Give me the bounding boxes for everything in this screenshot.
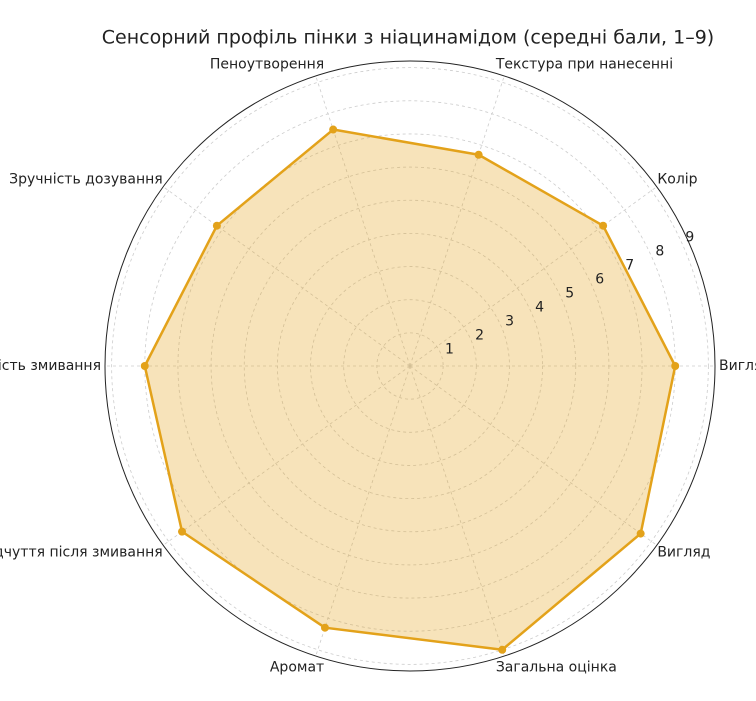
category-label: Легкість змивання [0, 358, 101, 374]
r-tick-label: 4 [535, 299, 544, 315]
spoke [163, 365, 411, 546]
r-tick-label: 3 [505, 313, 514, 329]
grid-circle [243, 199, 577, 533]
r-tick-label: 8 [655, 243, 664, 259]
radar-point [671, 362, 680, 370]
radar-point [474, 150, 483, 159]
radar-point [320, 623, 329, 632]
grid-circle [177, 133, 643, 599]
spoke [409, 365, 657, 546]
category-label: Зручність дозування [9, 172, 163, 188]
radar-point [178, 527, 187, 536]
chart-title: Сенсорний профіль пінки з ніацинамідом (… [102, 27, 714, 49]
radar-point [636, 529, 645, 538]
category-label: Текстура при нанесенні [495, 57, 673, 73]
r-tick-label: 6 [595, 271, 604, 287]
radar-point [212, 221, 221, 230]
spoke [315, 75, 411, 367]
r-tick-label: 2 [475, 327, 484, 343]
r-tick-label: 9 [685, 229, 694, 245]
grid-circle [310, 266, 510, 466]
radar-area [143, 128, 677, 652]
category-label: Аромат [270, 659, 324, 675]
spoke [315, 365, 411, 657]
radar-point [329, 125, 338, 134]
radar-point [140, 362, 149, 370]
spoke [409, 365, 505, 657]
grid-circle [376, 332, 444, 400]
r-tick-label: 1 [445, 341, 454, 357]
spoke [409, 75, 505, 367]
spoke [163, 186, 411, 367]
r-tick-label: 7 [625, 257, 634, 273]
grid-circle [111, 67, 709, 665]
radar-point [599, 221, 608, 230]
category-label: Загальна оцінка [496, 659, 617, 675]
spoke [409, 186, 657, 367]
radar-point [498, 645, 507, 654]
r-tick-label: 5 [565, 285, 574, 301]
outer-circle [104, 60, 716, 672]
category-label: Вигляд [719, 358, 756, 374]
category-label: Вигляд [657, 544, 710, 560]
category-label: Відчуття після змивання [0, 544, 163, 560]
category-label: Колір [657, 172, 697, 188]
category-label: Пеноутворення [210, 57, 324, 73]
